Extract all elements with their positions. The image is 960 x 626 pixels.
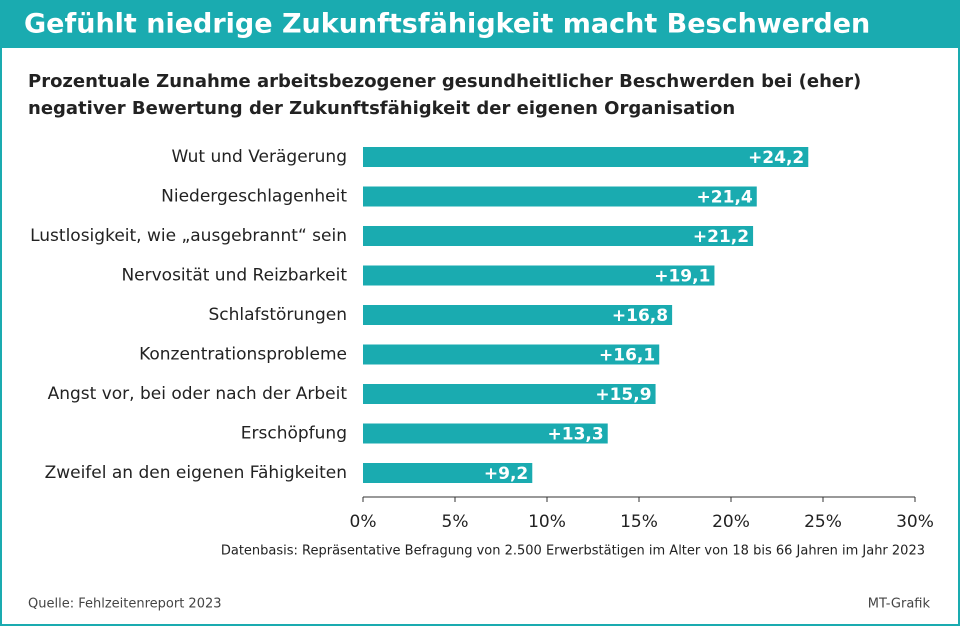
subtitle: negativer Bewertung der Zukunftsfähigkei… xyxy=(28,98,735,119)
source: Quelle: Fehlzeitenreport 2023 xyxy=(28,597,222,612)
y-tick-label: Lustlosigkeit, wie „ausgebrannt“ sein xyxy=(30,226,347,246)
x-tick-label: 30% xyxy=(896,512,934,532)
value-label: +9,2 xyxy=(484,464,528,484)
bar xyxy=(363,305,673,325)
x-tick-label: 15% xyxy=(620,512,658,532)
y-tick-label: Nervosität und Reizbarkeit xyxy=(121,266,347,286)
bar xyxy=(363,147,809,167)
y-tick-label: Angst vor, bei oder nach der Arbeit xyxy=(48,384,348,404)
x-tick-label: 5% xyxy=(442,512,469,532)
value-label: +21,4 xyxy=(697,188,753,208)
y-tick-label: Erschöpfung xyxy=(241,424,347,444)
y-tick-label: Zweifel an den eigenen Fähigkeiten xyxy=(45,463,347,483)
subtitle: Prozentuale Zunahme arbeitsbezogener ges… xyxy=(28,71,861,92)
bar xyxy=(363,344,660,365)
value-label: +24,2 xyxy=(748,148,804,168)
x-tick-label: 20% xyxy=(712,512,750,532)
header-band xyxy=(0,0,960,48)
value-label: +16,1 xyxy=(599,346,655,366)
value-label: +15,9 xyxy=(595,385,651,405)
value-label: +16,8 xyxy=(612,306,668,326)
credit: MT-Grafik xyxy=(868,597,931,612)
y-tick-label: Schlafstörungen xyxy=(208,305,347,325)
value-label: +19,1 xyxy=(654,267,710,287)
y-tick-label: Niedergeschlagenheit xyxy=(161,187,347,207)
value-label: +13,3 xyxy=(548,425,604,445)
bar xyxy=(363,226,754,246)
bar xyxy=(363,423,608,444)
y-tick-label: Wut und Verägerung xyxy=(171,147,347,167)
x-tick-label: 25% xyxy=(804,512,842,532)
bar xyxy=(363,463,533,483)
note: Datenbasis: Repräsentative Befragung von… xyxy=(221,544,925,559)
bar xyxy=(363,384,656,404)
chart-title: Gefühlt niedrige Zukunftsfähigkeit macht… xyxy=(24,9,870,40)
x-tick-label: 0% xyxy=(350,512,377,532)
x-tick-label: 10% xyxy=(528,512,566,532)
value-label: +21,2 xyxy=(693,227,749,247)
bar xyxy=(363,265,715,286)
y-tick-label: Konzentrationsprobleme xyxy=(139,345,347,365)
bar xyxy=(363,186,757,207)
